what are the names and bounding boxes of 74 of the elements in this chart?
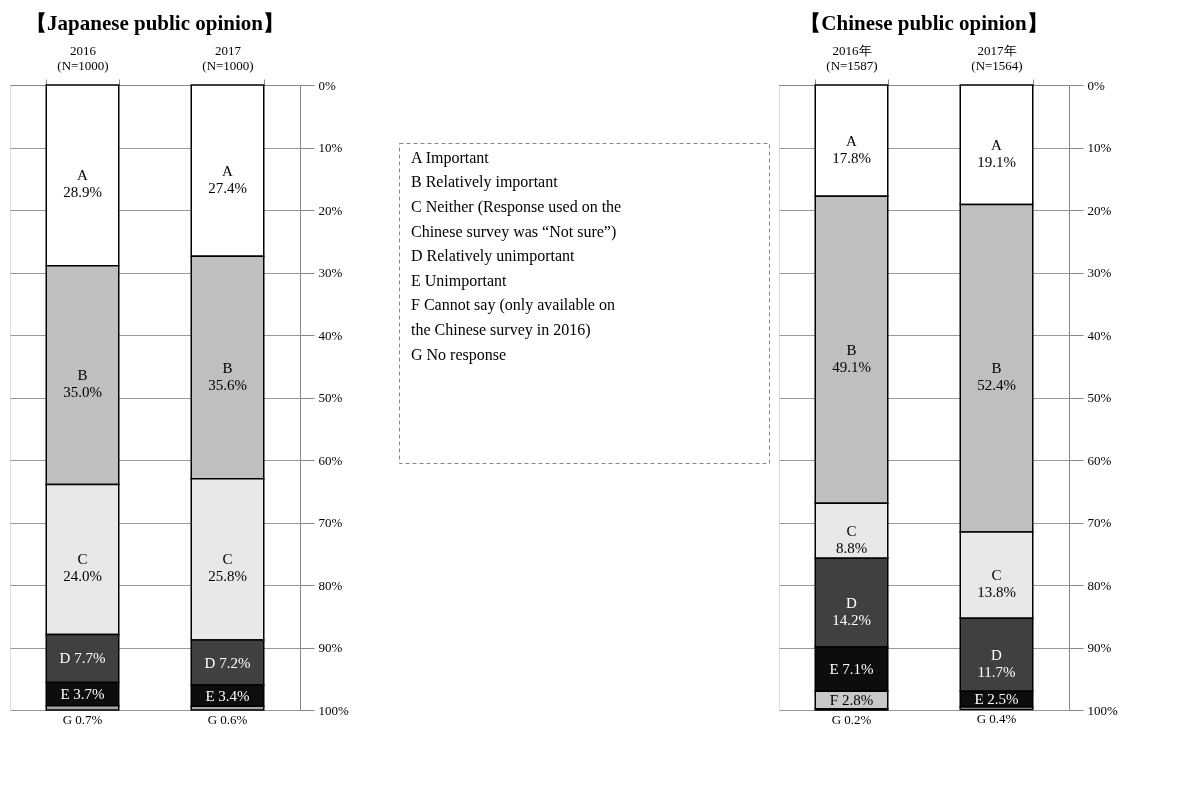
text: G 0.4% — [976, 711, 1017, 727]
y-tick-label: 30% — [1087, 265, 1112, 280]
text: B — [991, 360, 1002, 377]
y-tick-label: 20% — [1087, 202, 1112, 218]
data-label: 24.0% — [63, 568, 102, 585]
y-tick-label: 40% — [1087, 327, 1112, 343]
data-label: 19.1% — [977, 153, 1016, 170]
y-tick-label: 90% — [318, 640, 343, 655]
y-tick-label: 70% — [318, 515, 343, 530]
data-label: 35.6% — [208, 376, 247, 393]
text: B — [222, 359, 233, 376]
text: E 3.7% — [60, 686, 105, 703]
text: D Relatively unimportant — [411, 247, 576, 266]
text: B Relatively important — [411, 173, 559, 192]
text: A — [991, 136, 1002, 153]
series-label: C — [77, 551, 88, 568]
y-tick-label: 0% — [318, 77, 336, 93]
text: D 7.7% — [59, 650, 106, 667]
text: G 0.2% — [831, 712, 872, 727]
text: G 0.6% — [207, 712, 248, 727]
y-tick-label: 80% — [318, 577, 343, 593]
text: D — [846, 594, 857, 611]
data-label: 28.9% — [63, 184, 102, 201]
text: E 7.1% — [829, 661, 874, 678]
text: C — [222, 551, 233, 568]
y-tick-label: 60% — [318, 452, 343, 468]
y-tick-label: 10% — [1087, 140, 1112, 155]
chart-title: 【Chinese public opinion】 — [800, 11, 1048, 35]
series-label: B — [77, 367, 88, 383]
data-label: 13.8% — [977, 584, 1016, 600]
series-label: D — [991, 646, 1003, 663]
y-tick-label: 100% — [318, 702, 349, 718]
series-label: C — [846, 522, 857, 539]
y-tick-label: 40% — [318, 327, 343, 343]
text: E Unimportant — [411, 271, 508, 290]
text: C Neither (Response used on the Chinese survey was “Not sure”) — [411, 198, 622, 241]
y-tick-label: 20% — [318, 202, 343, 218]
y-tick-label: 10% — [318, 140, 343, 155]
text: D 7.2% — [204, 654, 251, 671]
data-label: 25.8% — [208, 568, 247, 585]
data-label: 17.8% — [832, 149, 871, 166]
x-tick-label: 2016 (N=1000) — [57, 42, 109, 73]
text: E 3.4% — [205, 687, 250, 704]
series-label: A — [846, 132, 858, 149]
text: C — [991, 567, 1002, 583]
y-tick-label: 50% — [318, 390, 343, 405]
data-label: 27.4% — [208, 179, 247, 196]
data-label: 49.1% — [832, 358, 871, 375]
text: E 2.5% — [974, 691, 1019, 708]
text: G 0.7% — [62, 712, 103, 727]
text: A Important — [411, 148, 490, 167]
text: F 2.8% — [829, 692, 874, 708]
data-label: 35.0% — [63, 384, 102, 400]
data-label: 8.8% — [835, 539, 868, 556]
data-label: 52.4% — [977, 377, 1016, 394]
chart-title: 【Japanese public opinion】 — [26, 11, 284, 35]
y-tick-label: 100% — [1087, 702, 1118, 718]
x-tick-label: 2017 (N=1000) — [202, 42, 254, 73]
y-tick-label: 80% — [1087, 577, 1112, 593]
y-tick-label: 60% — [1087, 452, 1112, 468]
y-tick-label: 0% — [1087, 77, 1105, 93]
text: F Cannot say (only available on the Chinese survey in 2016) — [411, 296, 615, 340]
data-label: 11.7% — [977, 663, 1016, 680]
data-label: 14.2% — [832, 611, 871, 628]
x-tick-label: 2017年 (N=1564) — [971, 42, 1023, 73]
y-tick-label: 50% — [1087, 390, 1112, 405]
y-tick-label: 70% — [1087, 515, 1112, 530]
y-tick-label: 30% — [318, 265, 343, 280]
text: A — [222, 162, 233, 179]
y-tick-label: 90% — [1087, 640, 1112, 655]
series-label: A — [77, 167, 89, 184]
text: G No response — [411, 345, 507, 364]
series-label: B — [846, 341, 857, 358]
x-tick-label: 2016年 (N=1587) — [826, 42, 878, 73]
